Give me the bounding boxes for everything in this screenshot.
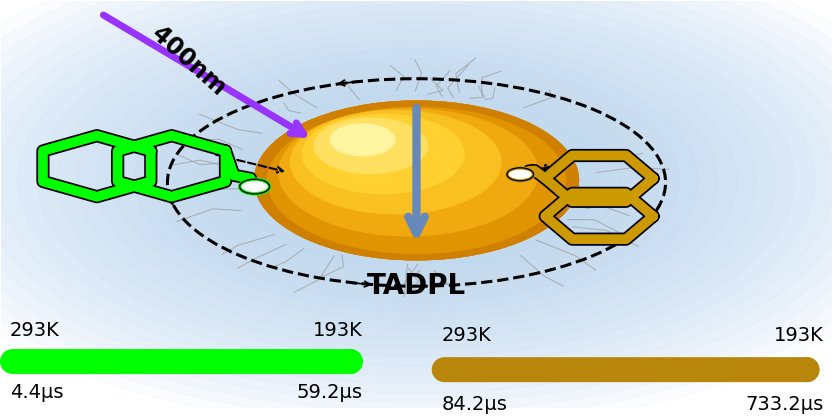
Circle shape <box>507 168 534 181</box>
Ellipse shape <box>0 0 833 402</box>
Text: 293K: 293K <box>10 322 59 341</box>
Ellipse shape <box>173 67 660 294</box>
Ellipse shape <box>135 49 698 312</box>
Ellipse shape <box>77 22 756 339</box>
Circle shape <box>302 114 464 194</box>
Ellipse shape <box>57 13 776 348</box>
Text: 59.2μs: 59.2μs <box>297 383 362 401</box>
Circle shape <box>255 101 578 260</box>
Ellipse shape <box>0 0 833 393</box>
Ellipse shape <box>0 0 833 375</box>
Text: 293K: 293K <box>441 326 491 344</box>
Ellipse shape <box>193 77 640 285</box>
Circle shape <box>279 109 538 236</box>
Text: 4.4μs: 4.4μs <box>10 383 63 401</box>
Ellipse shape <box>18 0 815 366</box>
Text: 193K: 193K <box>312 322 362 341</box>
Ellipse shape <box>154 58 679 302</box>
Circle shape <box>314 118 427 173</box>
Circle shape <box>255 101 578 260</box>
Ellipse shape <box>0 0 833 384</box>
Text: 84.2μs: 84.2μs <box>441 395 507 414</box>
Text: TADPL: TADPL <box>367 272 466 300</box>
Ellipse shape <box>37 4 796 357</box>
Circle shape <box>240 179 270 194</box>
Circle shape <box>267 107 566 253</box>
Ellipse shape <box>96 31 737 330</box>
Ellipse shape <box>232 94 601 266</box>
Text: 400nm: 400nm <box>147 22 231 100</box>
Ellipse shape <box>116 40 717 321</box>
Text: 193K: 193K <box>774 326 823 344</box>
Ellipse shape <box>252 104 581 258</box>
Text: 733.2μs: 733.2μs <box>745 395 823 414</box>
Circle shape <box>330 124 395 156</box>
Ellipse shape <box>212 85 621 275</box>
Circle shape <box>291 111 501 214</box>
Circle shape <box>255 101 578 260</box>
